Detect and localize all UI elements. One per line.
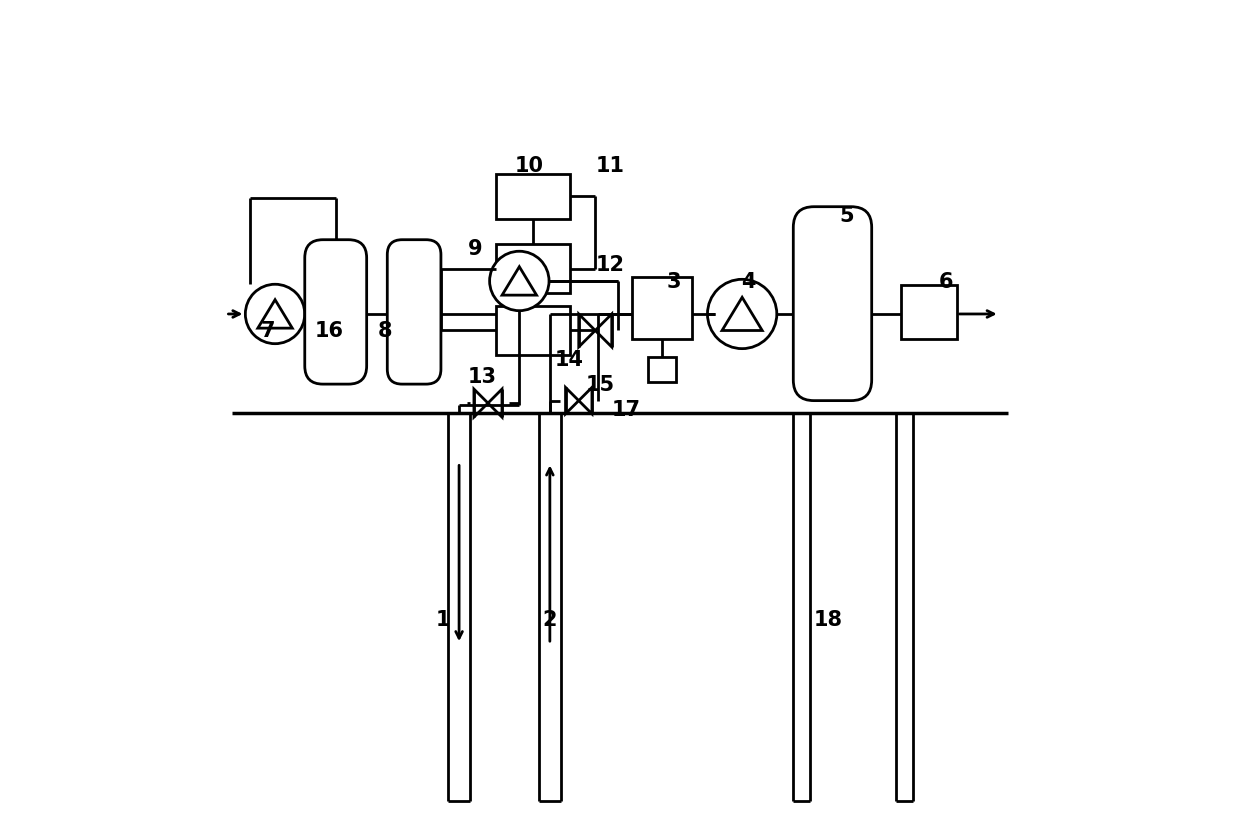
Text: 10: 10	[515, 156, 543, 176]
Polygon shape	[565, 388, 579, 414]
Text: 17: 17	[613, 399, 641, 419]
Text: 11: 11	[595, 156, 625, 176]
FancyBboxPatch shape	[794, 208, 872, 401]
Text: 1: 1	[435, 609, 450, 629]
Text: 8: 8	[377, 321, 392, 341]
Text: 15: 15	[585, 375, 615, 394]
Text: 5: 5	[839, 206, 854, 226]
Text: 2: 2	[543, 609, 557, 629]
Polygon shape	[722, 298, 763, 331]
Text: 6: 6	[939, 271, 954, 292]
Circle shape	[708, 280, 776, 349]
Polygon shape	[579, 314, 595, 347]
Bar	[632, 278, 692, 339]
Text: 9: 9	[469, 239, 482, 259]
Text: 12: 12	[595, 256, 625, 275]
Circle shape	[490, 252, 549, 311]
Text: 16: 16	[315, 321, 343, 341]
Bar	[496, 174, 570, 220]
Polygon shape	[579, 388, 591, 414]
FancyBboxPatch shape	[305, 241, 367, 385]
Polygon shape	[595, 314, 611, 347]
Circle shape	[246, 285, 305, 344]
Bar	[900, 286, 957, 339]
Polygon shape	[474, 390, 489, 418]
Text: 18: 18	[813, 609, 842, 629]
Bar	[649, 357, 676, 382]
Polygon shape	[258, 300, 293, 329]
Text: 4: 4	[740, 271, 755, 292]
Text: 14: 14	[554, 350, 583, 370]
Text: 7: 7	[260, 321, 275, 341]
Text: 13: 13	[467, 366, 497, 386]
Polygon shape	[489, 390, 502, 418]
Text: 3: 3	[666, 271, 681, 292]
Bar	[496, 245, 570, 294]
Polygon shape	[502, 267, 537, 296]
Bar	[496, 306, 570, 356]
FancyBboxPatch shape	[387, 241, 441, 385]
